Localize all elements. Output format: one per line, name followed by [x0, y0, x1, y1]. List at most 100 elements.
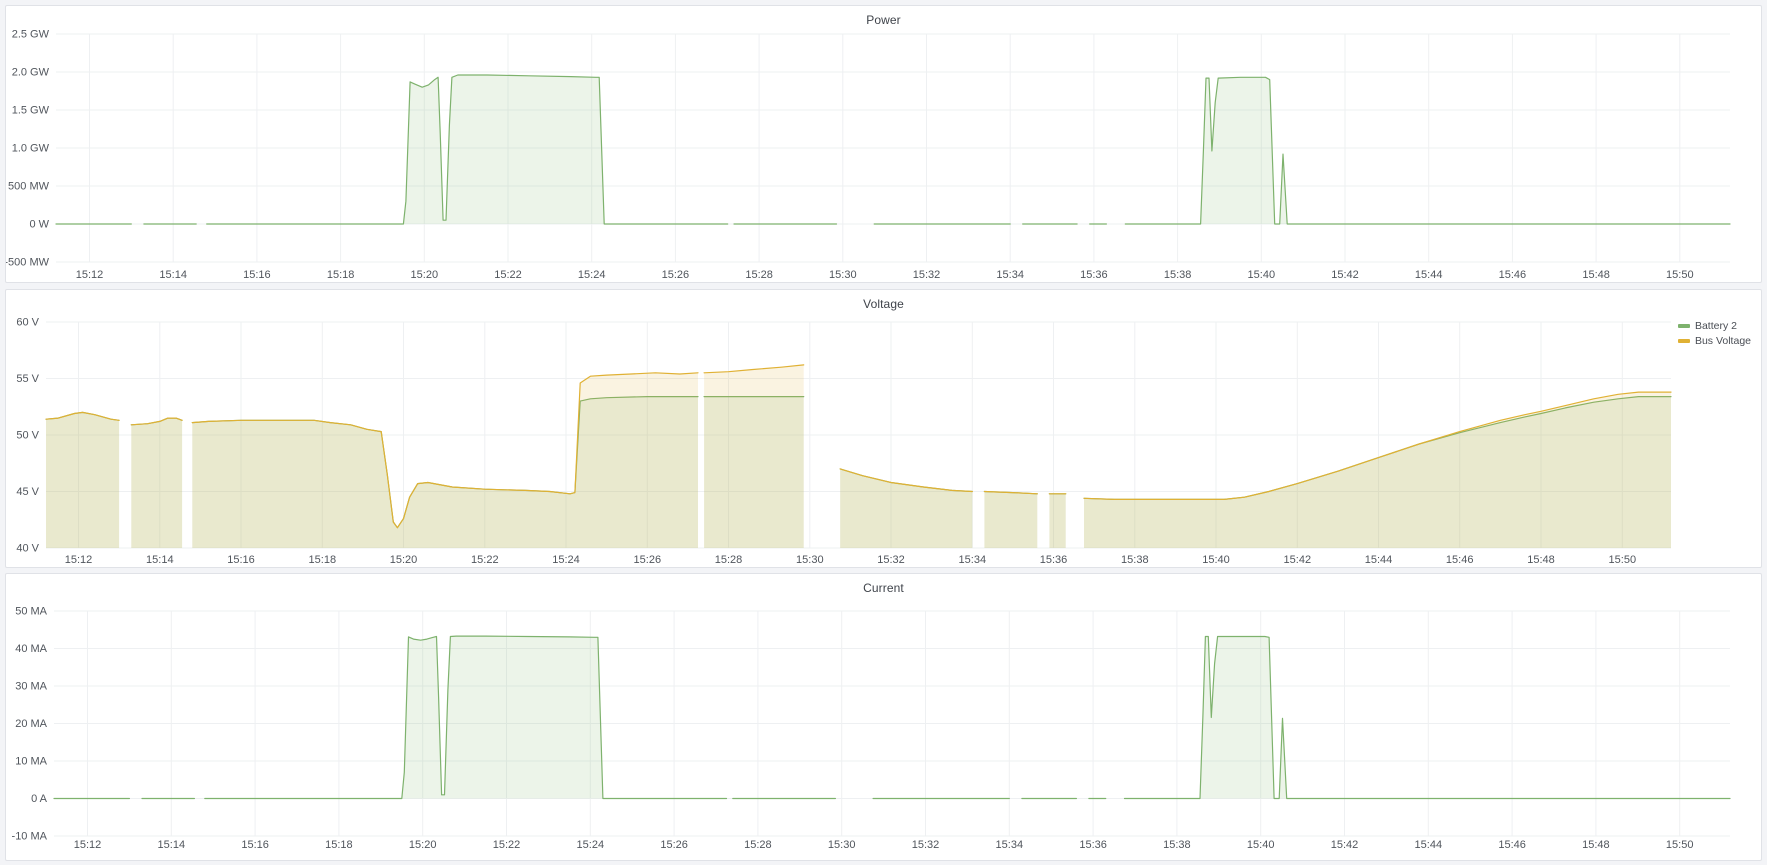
svg-text:15:24: 15:24: [577, 839, 605, 851]
current-series-battery-2-area: [204, 636, 727, 799]
x-axis-labels: 15:12 15:14 15:16 15:18 15:20 15:22 15:24 15:26…: [65, 554, 1636, 566]
voltage-series-battery-2-area: [46, 412, 120, 548]
legend-swatch-battery-2: [1677, 324, 1690, 328]
voltage-series-bus-voltage-area: [1049, 493, 1066, 548]
voltage-series-battery-2-area: [704, 396, 804, 548]
voltage-series-bus-voltage-line: [703, 364, 805, 374]
svg-text:60 V: 60 V: [16, 317, 39, 329]
svg-text:15:28: 15:28: [744, 839, 772, 851]
svg-text:0 A: 0 A: [31, 793, 48, 805]
svg-text:40 MA: 40 MA: [15, 643, 47, 655]
voltage-series-bus-voltage-area: [46, 412, 120, 548]
grid-lines: [56, 33, 1730, 263]
svg-text:45 V: 45 V: [16, 486, 39, 498]
svg-text:15:34: 15:34: [959, 554, 987, 566]
legend-swatch-bus-voltage: [1677, 339, 1690, 343]
svg-text:15:32: 15:32: [912, 839, 940, 851]
svg-text:15:36: 15:36: [1079, 839, 1107, 851]
svg-text:15:40: 15:40: [1248, 269, 1276, 281]
svg-text:40 V: 40 V: [16, 543, 39, 555]
grid-lines: [54, 610, 1730, 837]
voltage-series-battery-2-area: [1084, 396, 1671, 548]
current-series-battery-2-area: [1124, 636, 1730, 799]
svg-text:15:44: 15:44: [1415, 269, 1443, 281]
svg-text:15:44: 15:44: [1365, 554, 1393, 566]
legend-item-bus-voltage[interactable]: Bus Voltage: [1677, 335, 1751, 347]
voltage-series-bus-voltage-area: [840, 468, 973, 548]
grid-lines: [46, 321, 1671, 549]
svg-text:15:46: 15:46: [1446, 554, 1474, 566]
svg-text:15:20: 15:20: [390, 554, 418, 566]
current-chart[interactable]: 50 MA 40 MA 30 MA 20 MA 10 MA 0 A -10 MA 15:12 1…: [6, 574, 1761, 860]
svg-text:15:46: 15:46: [1498, 839, 1526, 851]
svg-text:15:36: 15:36: [1080, 269, 1108, 281]
svg-text:15:26: 15:26: [662, 269, 690, 281]
voltage-series-battery-2-area: [131, 418, 183, 548]
svg-text:15:14: 15:14: [158, 839, 186, 851]
power-series-battery-2-line: [206, 74, 729, 225]
svg-text:20 MA: 20 MA: [15, 718, 47, 730]
y-axis-labels: 60 V 55 V 50 V 45 V 40 V: [16, 317, 39, 555]
power-series-battery-2-area: [206, 75, 728, 224]
panel-title-current[interactable]: Current: [863, 581, 904, 595]
voltage-series-bus-voltage-line: [191, 372, 699, 529]
svg-text:15:44: 15:44: [1415, 839, 1443, 851]
svg-text:15:48: 15:48: [1582, 269, 1610, 281]
voltage-chart-svg[interactable]: 60 V 55 V 50 V 45 V 40 V 15:12 15:14 15:16 15:18…: [6, 290, 1761, 567]
svg-text:15:32: 15:32: [877, 554, 905, 566]
voltage-series-bus-voltage-line: [45, 411, 120, 421]
current-series-battery-2-line: [204, 635, 728, 800]
voltage-series-battery-2-area: [1049, 493, 1066, 548]
voltage-series-bus-voltage-line: [1083, 391, 1672, 500]
svg-text:15:18: 15:18: [327, 269, 355, 281]
panel-title-voltage[interactable]: Voltage: [863, 297, 904, 311]
svg-text:15:22: 15:22: [471, 554, 499, 566]
svg-text:15:12: 15:12: [74, 839, 102, 851]
svg-text:15:22: 15:22: [493, 839, 521, 851]
legend-item-battery-2[interactable]: Battery 2: [1677, 320, 1751, 332]
panel-power: Power 2.5 GW 2.0 GW 1.5 GW 1.0 GW 500 MW 0 W -…: [4, 5, 1762, 283]
voltage-chart[interactable]: 60 V 55 V 50 V 45 V 40 V 15:12 15:14 15:16 15:18…: [6, 290, 1761, 567]
svg-text:15:40: 15:40: [1202, 554, 1230, 566]
svg-text:30 MA: 30 MA: [15, 681, 47, 693]
svg-text:15:24: 15:24: [552, 554, 580, 566]
panel-title-power[interactable]: Power: [866, 13, 901, 27]
voltage-series-bus-voltage-area: [1084, 392, 1671, 548]
svg-text:15:18: 15:18: [325, 839, 353, 851]
svg-text:500 MW: 500 MW: [8, 181, 50, 193]
svg-text:15:20: 15:20: [409, 839, 437, 851]
svg-text:15:36: 15:36: [1040, 554, 1068, 566]
svg-text:10 MA: 10 MA: [15, 756, 47, 768]
svg-text:15:20: 15:20: [411, 269, 439, 281]
svg-text:15:16: 15:16: [227, 554, 255, 566]
power-chart-svg[interactable]: 2.5 GW 2.0 GW 1.5 GW 1.0 GW 500 MW 0 W -500 MW…: [4, 6, 1761, 282]
svg-text:15:48: 15:48: [1527, 554, 1555, 566]
svg-text:15:50: 15:50: [1609, 554, 1637, 566]
svg-text:-500 MW: -500 MW: [6, 257, 50, 269]
svg-text:15:28: 15:28: [745, 269, 773, 281]
power-chart[interactable]: 2.5 GW 2.0 GW 1.5 GW 1.0 GW 500 MW 0 W -500 MW…: [4, 6, 1761, 282]
svg-text:15:50: 15:50: [1666, 839, 1694, 851]
svg-text:15:32: 15:32: [913, 269, 941, 281]
svg-text:15:26: 15:26: [634, 554, 662, 566]
svg-text:0 W: 0 W: [29, 219, 49, 231]
svg-text:15:28: 15:28: [715, 554, 743, 566]
svg-text:15:38: 15:38: [1163, 839, 1191, 851]
svg-text:2.5 GW: 2.5 GW: [12, 29, 50, 41]
svg-text:50 MA: 50 MA: [15, 606, 47, 618]
svg-text:15:46: 15:46: [1499, 269, 1527, 281]
svg-text:15:30: 15:30: [828, 839, 856, 851]
svg-text:15:26: 15:26: [660, 839, 688, 851]
svg-text:15:18: 15:18: [309, 554, 337, 566]
voltage-series-battery-2-area: [840, 468, 973, 548]
svg-text:1.0 GW: 1.0 GW: [12, 143, 50, 155]
svg-text:15:16: 15:16: [243, 269, 271, 281]
voltage-series-bus-voltage-area: [704, 364, 804, 548]
y-axis-labels: 50 MA 40 MA 30 MA 20 MA 10 MA 0 A -10 MA: [12, 606, 48, 843]
svg-text:15:42: 15:42: [1331, 269, 1359, 281]
svg-text:2.0 GW: 2.0 GW: [12, 67, 50, 79]
svg-text:15:34: 15:34: [996, 269, 1024, 281]
svg-text:15:22: 15:22: [494, 269, 522, 281]
svg-text:15:48: 15:48: [1582, 839, 1610, 851]
